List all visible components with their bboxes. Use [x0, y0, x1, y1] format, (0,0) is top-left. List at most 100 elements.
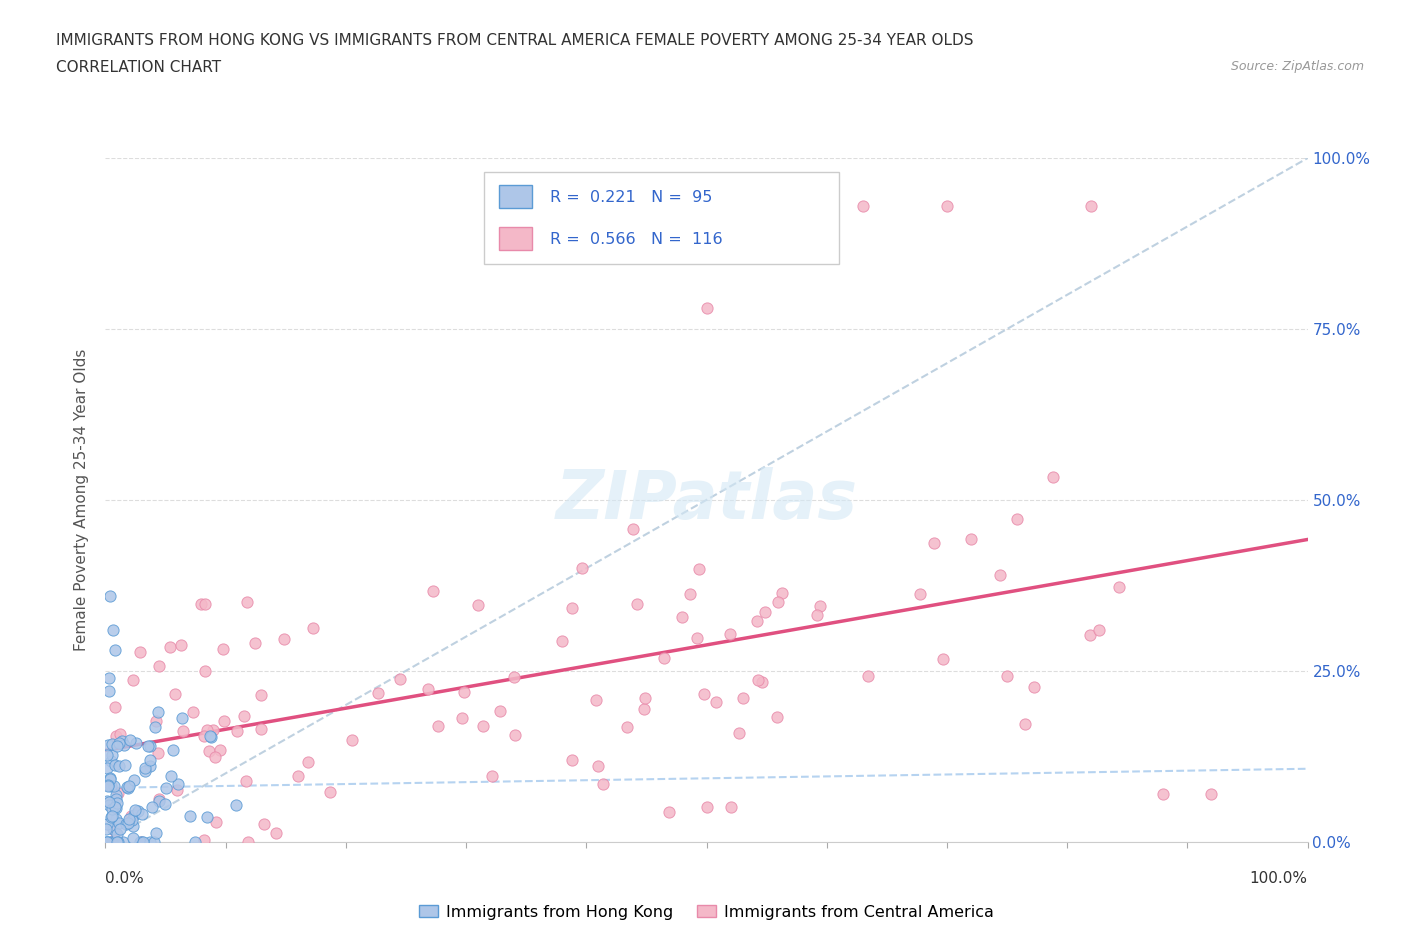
Point	[720, 800, 742, 815]
Point	[184, 834, 207, 849]
Point	[100, 834, 122, 849]
Point	[121, 812, 143, 827]
Point	[97, 834, 120, 849]
Point	[122, 807, 145, 822]
Point	[94, 834, 117, 849]
Point	[693, 686, 716, 701]
Point	[143, 834, 166, 849]
Point	[633, 701, 655, 716]
Point	[103, 778, 125, 793]
Point	[134, 760, 156, 775]
Point	[131, 806, 153, 821]
Point	[101, 809, 124, 824]
Point	[194, 597, 217, 612]
Point	[634, 691, 657, 706]
Point	[143, 720, 166, 735]
Point	[422, 583, 444, 598]
Point	[145, 713, 167, 728]
Point	[101, 821, 124, 836]
Point	[179, 808, 201, 823]
Text: R =  0.566   N =  116: R = 0.566 N = 116	[550, 232, 723, 247]
Point	[131, 834, 153, 849]
Point	[98, 771, 121, 786]
Point	[114, 757, 136, 772]
Point	[98, 684, 121, 698]
Point	[571, 560, 593, 575]
Point	[731, 691, 754, 706]
Point	[107, 736, 129, 751]
Point	[467, 598, 489, 613]
Point	[696, 301, 718, 316]
Point	[995, 669, 1018, 684]
Point	[111, 834, 134, 849]
Point	[118, 812, 141, 827]
Point	[586, 759, 609, 774]
Point	[139, 753, 162, 768]
Point	[592, 777, 614, 791]
Point	[245, 635, 267, 650]
Point	[134, 764, 156, 778]
Point	[148, 704, 170, 719]
Point	[148, 658, 170, 673]
Point	[129, 645, 152, 660]
Point	[101, 737, 124, 751]
Point	[273, 631, 295, 646]
Point	[101, 622, 124, 637]
Point	[198, 743, 221, 758]
Point	[453, 684, 475, 699]
Point	[195, 723, 218, 737]
Point	[122, 772, 145, 787]
Point	[621, 522, 644, 537]
Point	[120, 808, 142, 823]
Point	[686, 631, 709, 645]
Point	[471, 719, 494, 734]
Point	[616, 719, 638, 734]
Point	[104, 800, 127, 815]
Point	[100, 778, 122, 793]
Point	[166, 782, 188, 797]
Point	[340, 733, 363, 748]
Point	[209, 743, 232, 758]
Point	[852, 198, 875, 213]
Point	[111, 734, 134, 749]
Point	[190, 597, 212, 612]
Point	[488, 704, 510, 719]
Point	[104, 791, 127, 806]
Point	[658, 804, 681, 819]
Point	[922, 536, 945, 551]
Point	[250, 688, 273, 703]
Point	[98, 794, 121, 809]
Point	[100, 809, 122, 824]
Point	[932, 652, 955, 667]
Point	[98, 671, 121, 685]
Point	[1005, 512, 1028, 526]
Point	[98, 588, 121, 603]
Point	[117, 781, 139, 796]
Point	[170, 637, 193, 652]
Point	[766, 710, 789, 724]
Text: ZIPatlas: ZIPatlas	[555, 467, 858, 533]
Point	[747, 672, 769, 687]
Point	[97, 778, 120, 793]
Point	[551, 633, 574, 648]
Point	[936, 198, 959, 213]
Point	[104, 824, 127, 839]
Point	[194, 664, 217, 679]
Point	[1087, 622, 1109, 637]
Point	[105, 796, 128, 811]
Legend: Immigrants from Hong Kong, Immigrants from Central America: Immigrants from Hong Kong, Immigrants fr…	[412, 898, 1001, 926]
Point	[728, 725, 751, 740]
Point	[105, 788, 128, 803]
Point	[561, 752, 583, 767]
Point	[105, 739, 128, 754]
Point	[104, 812, 127, 827]
Point	[297, 754, 319, 769]
Point	[107, 834, 129, 849]
Point	[766, 595, 789, 610]
Point	[94, 822, 117, 837]
Point	[367, 685, 389, 700]
Point	[155, 796, 177, 811]
Text: CORRELATION CHART: CORRELATION CHART	[56, 60, 221, 75]
Point	[97, 737, 120, 752]
Point	[250, 722, 273, 737]
